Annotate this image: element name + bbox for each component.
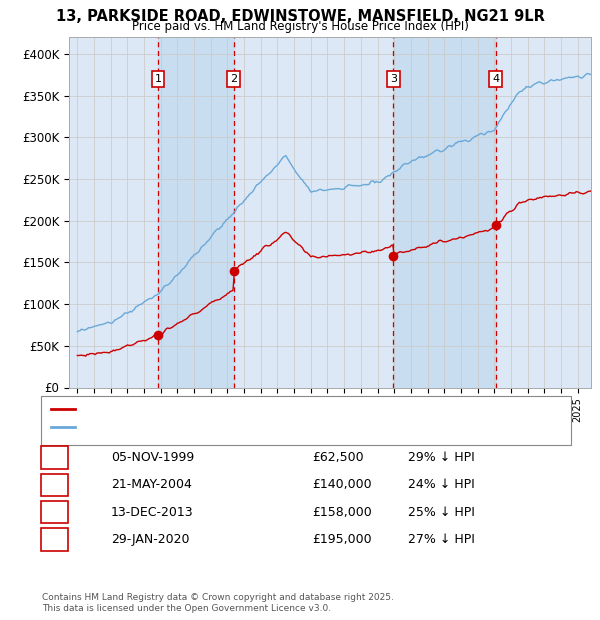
Text: 27% ↓ HPI: 27% ↓ HPI [408,533,475,546]
Text: 4: 4 [50,533,59,546]
Text: 4: 4 [492,74,499,84]
Bar [158,37,234,387]
Text: Contains HM Land Registry data © Crown copyright and database right 2025.
This d: Contains HM Land Registry data © Crown c… [42,593,394,613]
Text: £140,000: £140,000 [312,479,371,491]
Text: £158,000: £158,000 [312,506,372,518]
Text: HPI: Average price, detached house, Newark and Sherwood: HPI: Average price, detached house, Newa… [81,422,407,432]
Text: 24% ↓ HPI: 24% ↓ HPI [408,479,475,491]
Text: 2: 2 [230,74,238,84]
Text: 21-MAY-2004: 21-MAY-2004 [111,479,192,491]
Text: 1: 1 [155,74,161,84]
Text: 13-DEC-2013: 13-DEC-2013 [111,506,194,518]
Text: 29% ↓ HPI: 29% ↓ HPI [408,451,475,464]
Bar [394,37,496,387]
Text: 13, PARKSIDE ROAD, EDWINSTOWE, MANSFIELD, NG21 9LR: 13, PARKSIDE ROAD, EDWINSTOWE, MANSFIELD… [56,9,544,24]
Text: 05-NOV-1999: 05-NOV-1999 [111,451,194,464]
Text: 25% ↓ HPI: 25% ↓ HPI [408,506,475,518]
Text: 29-JAN-2020: 29-JAN-2020 [111,533,190,546]
Text: 13, PARKSIDE ROAD, EDWINSTOWE, MANSFIELD, NG21 9LR (detached house): 13, PARKSIDE ROAD, EDWINSTOWE, MANSFIELD… [81,404,506,414]
Text: £195,000: £195,000 [312,533,371,546]
Text: £62,500: £62,500 [312,451,364,464]
Text: 1: 1 [50,451,59,464]
Text: Price paid vs. HM Land Registry's House Price Index (HPI): Price paid vs. HM Land Registry's House … [131,20,469,33]
Text: 3: 3 [390,74,397,84]
Text: 2: 2 [50,479,59,491]
Text: 3: 3 [50,506,59,518]
